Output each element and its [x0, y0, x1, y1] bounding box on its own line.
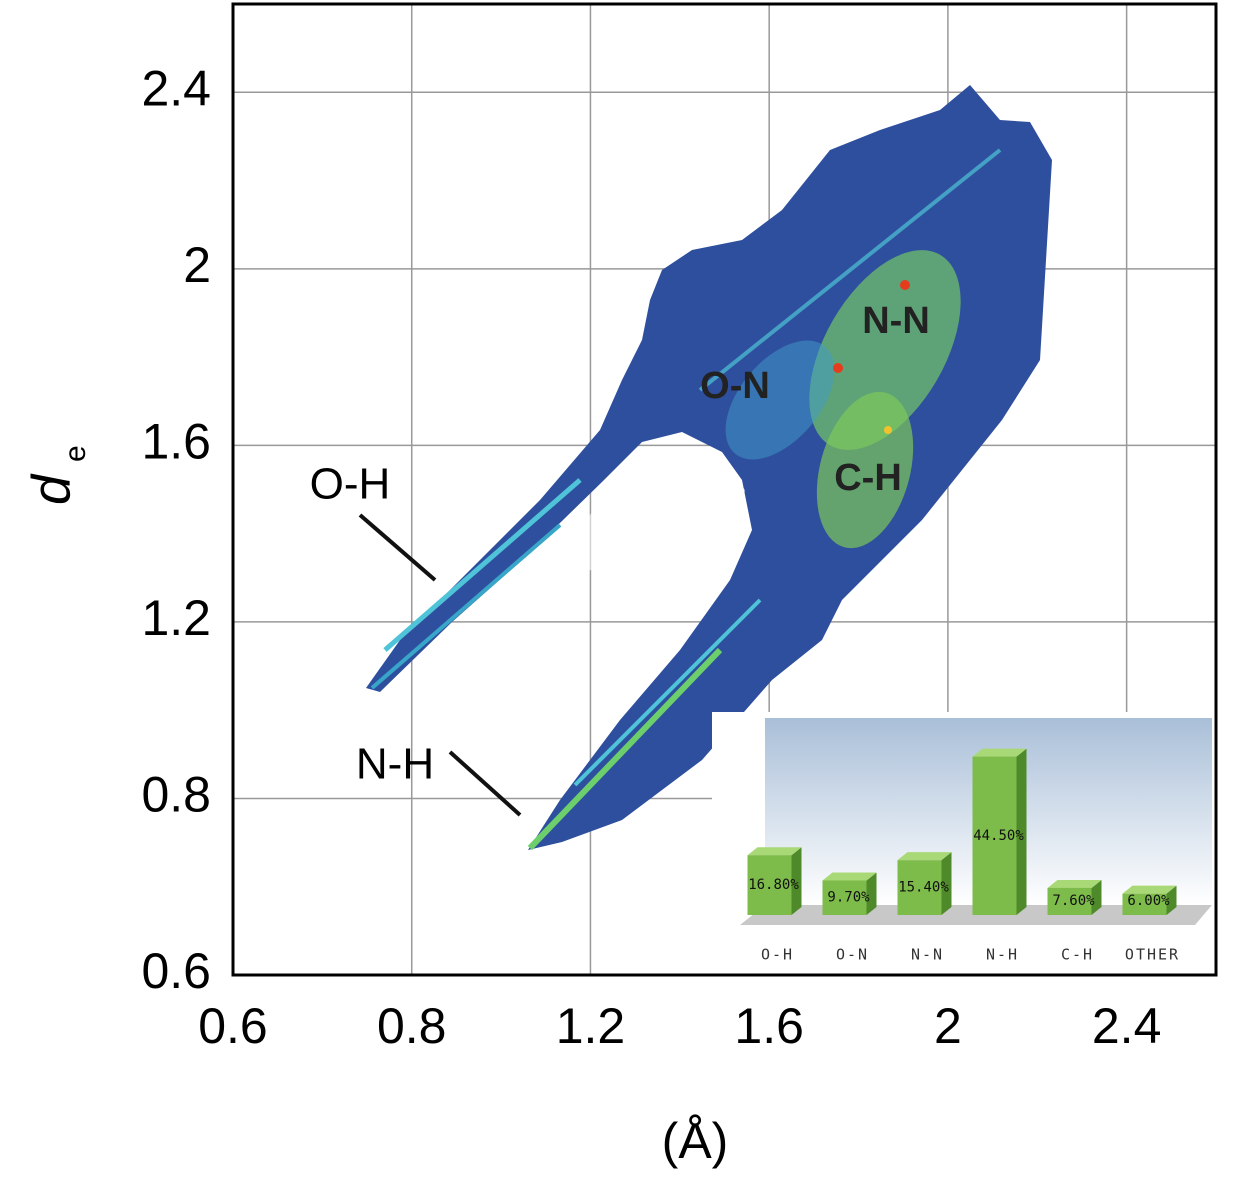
- annotation: O-N: [700, 365, 770, 407]
- cloud-dense: [809, 250, 961, 450]
- bar-value-label: 44.50%: [973, 828, 1024, 844]
- cloud-mid: [725, 340, 835, 460]
- bar-top: [1047, 879, 1102, 888]
- bar: [972, 756, 1017, 915]
- arrow: [448, 750, 522, 817]
- x-tick-label: 0.8: [377, 998, 447, 1054]
- bar: [1122, 893, 1167, 915]
- bar-top: [972, 748, 1027, 757]
- bar-side: [1016, 748, 1027, 915]
- annotation: C-H: [834, 457, 902, 499]
- x-tick-label: O-H: [761, 946, 794, 964]
- bar-value-label: 9.70%: [827, 890, 870, 906]
- y-tick-label: 1.6: [141, 414, 211, 470]
- y-tick-label: 2: [183, 237, 211, 293]
- x-tick-label: N-H: [986, 946, 1019, 964]
- cloud-streak: [573, 598, 762, 787]
- bar-side: [791, 847, 802, 915]
- bar-side: [1091, 879, 1102, 915]
- x-tick-label: 2: [934, 998, 962, 1054]
- cloud-hot: [884, 426, 892, 434]
- bar-side: [1166, 885, 1177, 915]
- bar-top: [897, 852, 952, 861]
- cloud-gap: [560, 450, 745, 600]
- y-axis-label-main: d: [21, 473, 81, 505]
- fingerprint-cloud: [366, 85, 1052, 851]
- y-tick-label: 1.2: [141, 590, 211, 646]
- annotation: N-H: [356, 740, 434, 789]
- bar-value-label: 7.60%: [1052, 893, 1095, 909]
- x-tick-label: 2.4: [1092, 998, 1162, 1054]
- arrow: [358, 513, 437, 582]
- inset-chart: 16.80% O-H 9.70% O-N 15.40% N-N 44.50% N-H 7.60%…: [712, 712, 1216, 974]
- y-tick-label: 2.4: [141, 60, 211, 116]
- bar: [897, 860, 942, 915]
- annotation: O-H: [310, 460, 391, 509]
- bar-side: [941, 852, 952, 915]
- bar-top: [1122, 885, 1177, 894]
- bar-value-label: 6.00%: [1127, 893, 1170, 909]
- bar-value-label: 16.80%: [748, 877, 799, 893]
- bar: [1047, 887, 1092, 915]
- cloud-streak: [527, 647, 723, 851]
- bar-top: [747, 847, 802, 856]
- cloud-streak: [698, 148, 1002, 392]
- x-tick-label: 1.6: [734, 998, 804, 1054]
- cloud-streak: [370, 523, 562, 690]
- cloud-hot: [900, 280, 910, 290]
- y-tick-label: 0.6: [141, 943, 211, 999]
- x-tick-label: 1.2: [556, 998, 626, 1054]
- cloud-hot: [833, 363, 843, 373]
- x-tick-label: C-H: [1061, 946, 1094, 964]
- bar: [747, 855, 792, 915]
- annotation: N-N: [862, 300, 930, 342]
- bar-top: [822, 872, 877, 881]
- bar-side: [866, 872, 877, 915]
- y-tick-label: 0.8: [141, 767, 211, 823]
- bar-value-label: 15.40%: [898, 880, 949, 896]
- y-axis-label-sub: e: [59, 445, 92, 462]
- x-tick-label: N-N: [911, 946, 944, 964]
- plot-frame: [231, 2, 1218, 977]
- x-axis-label: (Å): [662, 1113, 729, 1169]
- y-axis-label: d e: [21, 445, 92, 505]
- x-tick-label: 0.6: [198, 998, 268, 1054]
- x-tick-label: O-N: [836, 946, 869, 964]
- x-tick-label: OTHER: [1125, 946, 1180, 964]
- bar: [822, 880, 867, 915]
- cloud-streak: [383, 478, 582, 652]
